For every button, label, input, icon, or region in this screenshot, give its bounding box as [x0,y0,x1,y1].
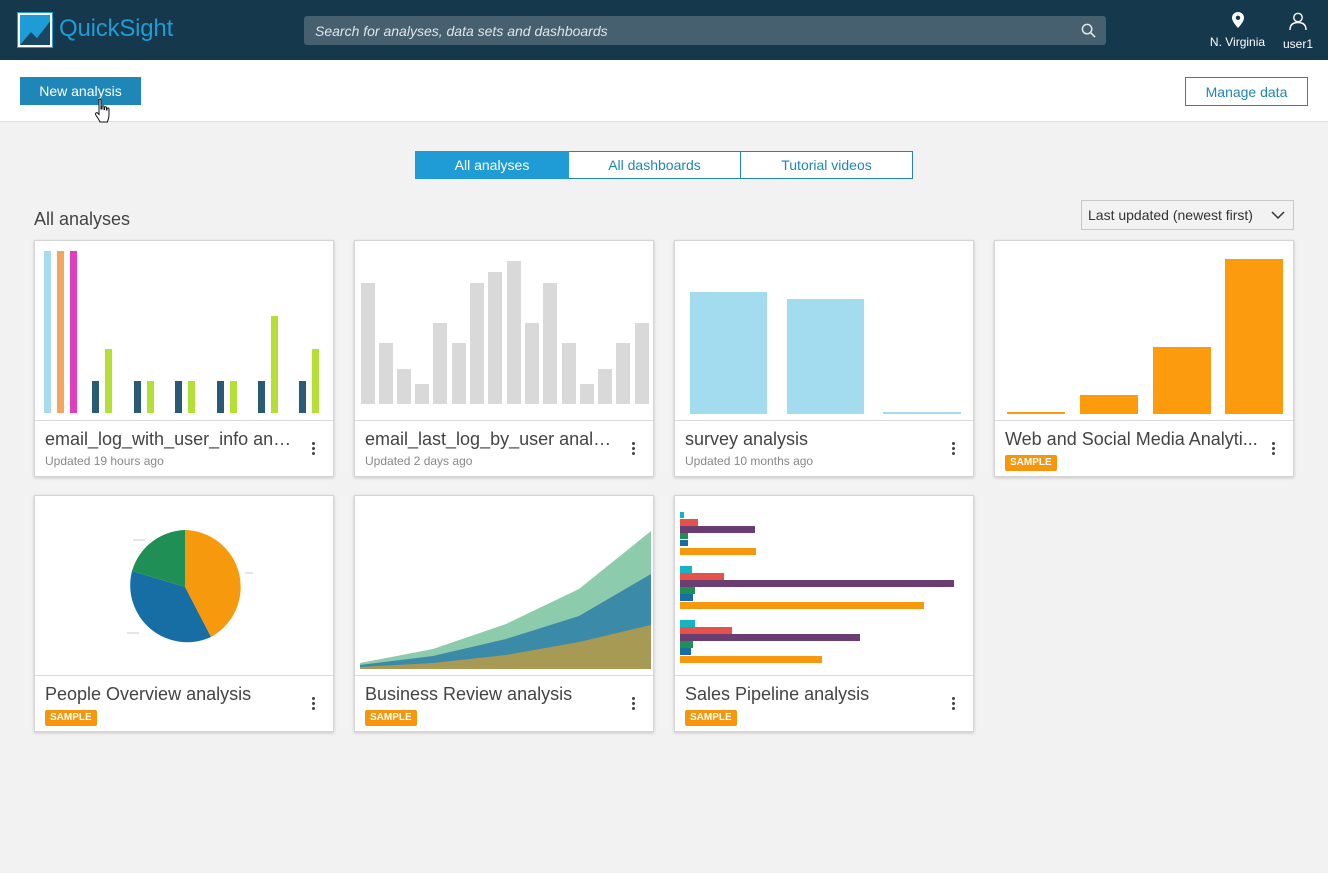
sample-badge: SAMPLE [685,710,737,726]
quicksight-logo-icon[interactable] [17,12,53,48]
card-title[interactable]: email_log_with_user_info anal... [45,429,299,449]
card-title[interactable]: Web and Social Media Analyti... [1005,429,1258,449]
analysis-card[interactable]: People Overview analysis SAMPLE [34,495,334,732]
user-icon [1289,12,1307,31]
kebab-menu-icon[interactable] [625,695,641,711]
card-title[interactable]: survey analysis [685,429,809,449]
sort-dropdown[interactable]: Last updated (newest first) [1081,200,1294,230]
sample-badge: SAMPLE [45,710,97,726]
chevron-down-icon [1271,211,1285,220]
card-title[interactable]: email_last_log_by_user analysis [365,429,619,449]
card-title[interactable]: Sales Pipeline analysis [685,684,870,704]
top-navigation-bar: QuickSight N. Virginia user1 [0,0,1328,60]
card-thumbnail [675,241,973,421]
tab-all-dashboards[interactable]: All dashboards [569,151,741,179]
card-thumbnail [355,241,653,421]
kebab-menu-icon[interactable] [945,695,961,711]
tab-tutorial-videos[interactable]: Tutorial videos [741,151,913,179]
section-title: All analyses [34,209,131,229]
kebab-menu-icon[interactable] [625,440,641,456]
user-label: user1 [1282,37,1314,51]
analysis-card[interactable]: survey analysis Updated 10 months ago [674,240,974,477]
manage-data-button[interactable]: Manage data [1185,77,1308,106]
search-input[interactable] [304,16,1074,45]
card-title[interactable]: People Overview analysis [45,684,252,704]
user-menu[interactable]: user1 [1279,12,1317,51]
card-updated-time: Updated 2 days ago [365,454,473,468]
kebab-menu-icon[interactable] [945,440,961,456]
card-thumbnail [995,241,1293,421]
view-tabs: All analyses All dashboards Tutorial vid… [415,151,913,179]
analysis-card[interactable]: Web and Social Media Analyti... SAMPLE [994,240,1294,477]
analysis-card[interactable]: email_last_log_by_user analysis Updated … [354,240,654,477]
kebab-menu-icon[interactable] [305,440,321,456]
action-bar: New analysis Manage data [0,60,1328,122]
region-selector[interactable]: N. Virginia [1205,12,1270,49]
sample-badge: SAMPLE [1005,455,1057,471]
card-updated-time: Updated 10 months ago [685,454,814,468]
card-thumbnail [675,496,973,676]
card-thumbnail [355,496,653,676]
card-thumbnail [35,241,333,421]
search-icon[interactable] [1081,23,1096,38]
sample-badge: SAMPLE [365,710,417,726]
card-title[interactable]: Business Review analysis [365,684,573,704]
analysis-card[interactable]: Sales Pipeline analysis SAMPLE [674,495,974,732]
app-title[interactable]: QuickSight [59,15,174,42]
card-updated-time: Updated 19 hours ago [45,454,164,468]
kebab-menu-icon[interactable] [305,695,321,711]
region-label: N. Virginia [1209,35,1266,49]
card-thumbnail [35,496,333,676]
tab-all-analyses[interactable]: All analyses [415,151,569,179]
analysis-card[interactable]: Business Review analysis SAMPLE [354,495,654,732]
search-bar [304,16,1106,45]
analysis-card[interactable]: email_log_with_user_info anal... Updated… [34,240,334,477]
hand-cursor-icon [94,98,110,123]
kebab-menu-icon[interactable] [1265,440,1281,456]
sort-dropdown-value: Last updated (newest first) [1088,207,1253,223]
new-analysis-button[interactable]: New analysis [20,77,141,105]
location-pin-icon [1231,12,1244,28]
